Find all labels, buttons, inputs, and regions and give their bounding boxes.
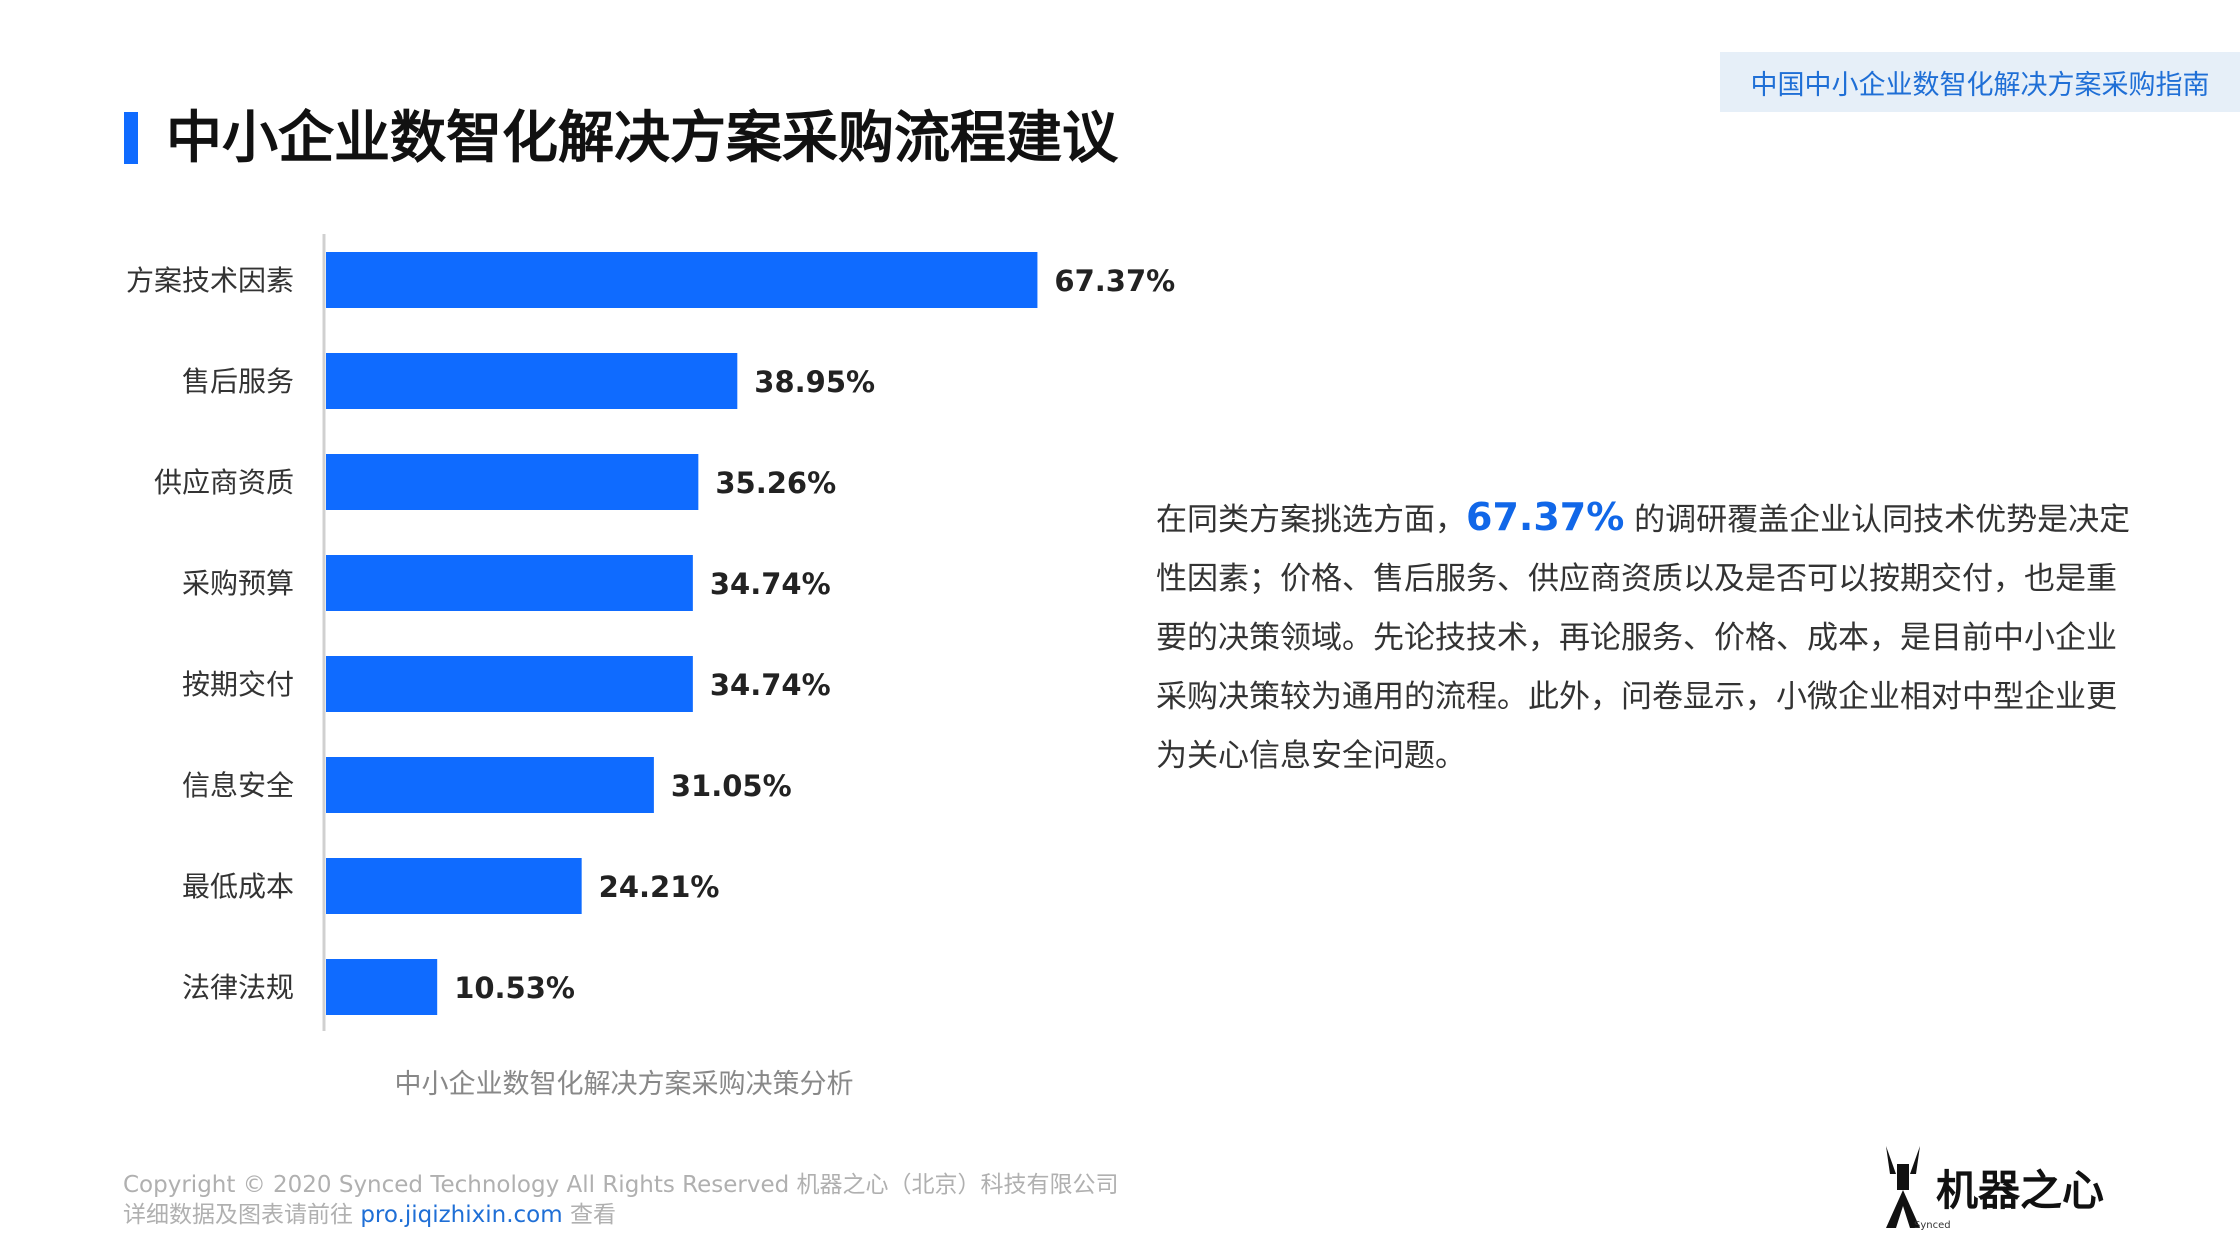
value-label-0: 67.37% (1054, 264, 1175, 298)
category-label-7: 法律法规 (182, 971, 294, 1004)
detail-suffix: 查看 (562, 1202, 616, 1228)
title-accent-bar (124, 112, 138, 164)
brand-logo: 机器之心 Synced (1880, 1144, 2130, 1231)
bar-1 (326, 353, 738, 409)
description-text: 在同类方案挑选方面，67.37% 的调研覆盖企业认同技术优势是决定性因素；价格、… (1156, 488, 2136, 786)
category-label-1: 售后服务 (182, 365, 294, 398)
chart-caption: 中小企业数智化解决方案采购决策分析 (394, 1069, 854, 1100)
value-label-1: 38.95% (754, 365, 875, 399)
description-part-1: 在同类方案挑选方面， (1156, 502, 1466, 538)
detail-line: 详细数据及图表请前往 pro.jiqizhixin.com 查看 (123, 1200, 1119, 1230)
bar-0 (326, 252, 1038, 308)
footer: Copyright © 2020 Synced Technology All R… (123, 1170, 1119, 1230)
category-label-6: 最低成本 (182, 870, 294, 903)
category-label-0: 方案技术因素 (126, 264, 294, 297)
report-tag: 中国中小企业数智化解决方案采购指南 (1720, 52, 2240, 112)
value-label-6: 24.21% (599, 870, 720, 904)
bar-3 (326, 555, 693, 611)
robot-logo-icon (1886, 1146, 1920, 1228)
value-label-4: 34.74% (710, 668, 831, 702)
bar-chart: 方案技术因素 67.37% 售后服务 38.95% 供应商资质 35.26% 采购预算 34.… (126, 234, 1175, 1031)
category-label-3: 采购预算 (182, 567, 294, 600)
value-label-2: 35.26% (715, 466, 836, 500)
category-label-4: 按期交付 (182, 668, 294, 701)
page-title: 中小企业数智化解决方案采购流程建议 (166, 106, 1118, 171)
description-part-2: 的调研覆盖企业认同技术优势是决定性因素；价格、售后服务、供应商资质以及是否可以按… (1156, 502, 2131, 774)
detail-prefix: 详细数据及图表请前往 (123, 1202, 361, 1228)
logo-subtext: Synced (1914, 1220, 1951, 1231)
bar-2 (326, 454, 699, 510)
description-highlight: 67.37% (1466, 495, 1625, 539)
category-label-5: 信息安全 (182, 769, 294, 802)
bar-7 (326, 959, 438, 1015)
value-label-7: 10.53% (454, 971, 575, 1005)
category-label-2: 供应商资质 (154, 466, 294, 499)
bar-6 (326, 858, 582, 914)
value-label-3: 34.74% (710, 567, 831, 601)
bar-4 (326, 656, 693, 712)
logo-text: 机器之心 (1936, 1165, 2105, 1215)
site-link[interactable]: pro.jiqizhixin.com (360, 1202, 563, 1228)
bar-5 (326, 757, 654, 813)
value-label-5: 31.05% (671, 769, 792, 803)
copyright-text: Copyright © 2020 Synced Technology All R… (123, 1172, 1119, 1198)
